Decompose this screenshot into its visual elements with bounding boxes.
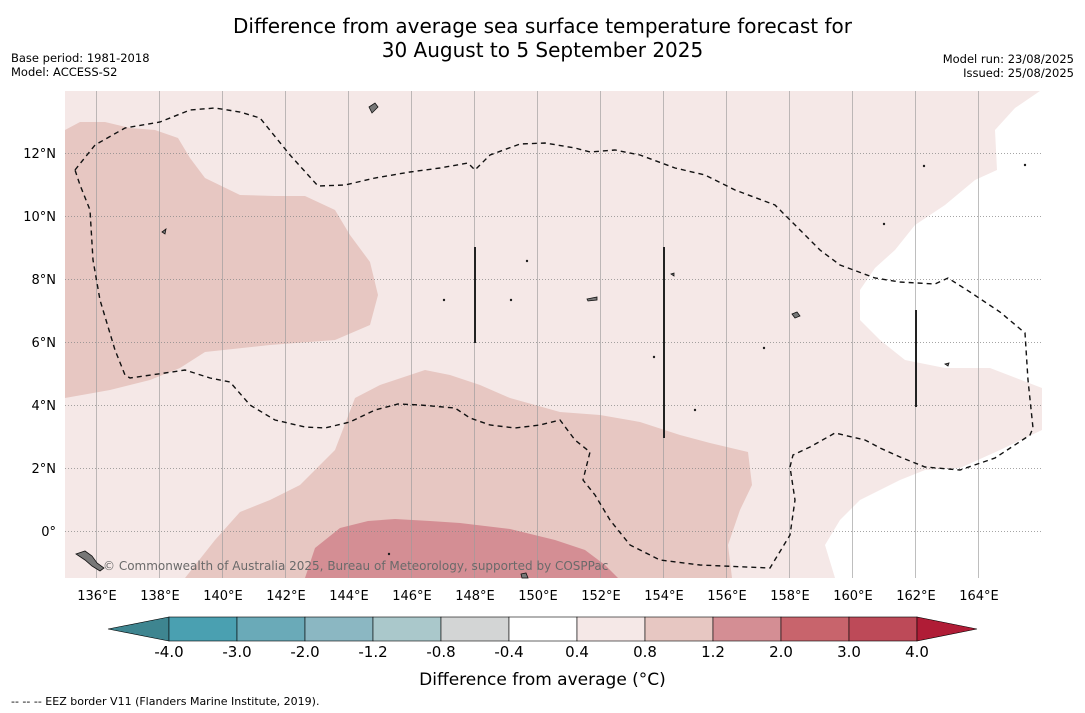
lon-label: 146°E	[392, 589, 432, 604]
boundary-lines	[474, 247, 917, 438]
lon-label: 160°E	[833, 589, 873, 604]
map-title: Difference from average sea surface temp…	[0, 14, 1085, 62]
lon-label: 156°E	[707, 589, 747, 604]
copyright-credit: © Commonwealth of Australia 2025, Bureau…	[103, 559, 608, 573]
colorbar-tick: -2.0	[290, 643, 320, 661]
colorbar-tick: 0.8	[633, 643, 657, 661]
lon-label: 154°E	[644, 589, 684, 604]
colorbar-tick: -3.0	[222, 643, 252, 661]
colorbar-swatch	[848, 616, 918, 642]
base-period: Base period: 1981-2018	[11, 51, 150, 65]
latitude-gridlines	[65, 153, 1042, 532]
model-name: Model: ACCESS-S2	[11, 65, 118, 79]
lat-label: 4°N	[32, 399, 57, 414]
lon-label: 162°E	[896, 589, 936, 604]
lon-label: 164°E	[959, 589, 999, 604]
lon-label: 158°E	[770, 589, 810, 604]
colorbar-swatch	[440, 616, 510, 642]
meta-right: Model run: 23/08/2025 Issued: 25/08/2025	[943, 52, 1074, 80]
colorbar	[107, 616, 978, 642]
title-line-1: Difference from average sea surface temp…	[232, 14, 852, 38]
colorbar-swatch	[168, 616, 238, 642]
lon-label: 138°E	[140, 589, 180, 604]
anomaly-band-neutral-east	[825, 91, 1042, 578]
lon-label: 142°E	[266, 589, 306, 604]
colorbar-tick: 0.4	[565, 643, 589, 661]
colorbar-tick: 3.0	[837, 643, 861, 661]
colorbar-swatch	[712, 616, 782, 642]
lat-label: 8°N	[32, 273, 57, 288]
colorbar-tick: 2.0	[769, 643, 793, 661]
lat-label: 0°	[41, 525, 56, 540]
meta-left: Base period: 1981-2018 Model: ACCESS-S2	[11, 51, 150, 79]
model-run: Model run: 23/08/2025	[942, 52, 1074, 66]
colorbar-swatch	[372, 616, 442, 642]
colorbar-extend-low	[107, 616, 170, 642]
colorbar-swatch	[236, 616, 306, 642]
latitude-labels: 12°N 10°N 8°N 6°N 4°N 2°N 0°	[23, 147, 56, 540]
lon-label: 136°E	[77, 589, 117, 604]
title-line-2: 30 August to 5 September 2025	[381, 38, 704, 62]
colorbar-extend-high	[916, 616, 978, 642]
anomaly-band-warm-west	[65, 122, 378, 398]
islands	[75, 102, 1027, 579]
eez-footnote: -- -- -- EEZ border V11 (Flanders Marine…	[11, 695, 320, 708]
anomaly-band-warm-south	[185, 370, 752, 578]
colorbar-label: Difference from average (°C)	[419, 670, 666, 690]
lat-label: 2°N	[32, 462, 57, 477]
colorbar-tick: -4.0	[154, 643, 184, 661]
lat-label: 10°N	[23, 210, 56, 225]
colorbar-swatch	[508, 616, 578, 642]
colorbar-swatch	[780, 616, 850, 642]
lon-label: 150°E	[518, 589, 558, 604]
colorbar-swatch	[644, 616, 714, 642]
lat-label: 6°N	[32, 336, 57, 351]
eez-border-palau-fsm-north	[74, 107, 1034, 569]
lon-label: 152°E	[581, 589, 621, 604]
colorbar-tick: 4.0	[905, 643, 929, 661]
map-plot-area	[65, 91, 1042, 578]
lat-label: 12°N	[23, 147, 56, 162]
lon-label: 140°E	[203, 589, 243, 604]
colorbar-swatch	[304, 616, 374, 642]
colorbar-swatch	[576, 616, 646, 642]
colorbar-tick: 1.2	[701, 643, 725, 661]
colorbar-tick-labels: -4.0 -3.0 -2.0 -1.2 -0.8 -0.4 0.4 0.8 1.…	[0, 643, 1085, 663]
eez-borders	[74, 107, 1034, 569]
issued-date: Issued: 25/08/2025	[963, 66, 1074, 80]
colorbar-tick: -1.2	[358, 643, 388, 661]
longitude-labels: 136°E 138°E 140°E 142°E 144°E 146°E 148°…	[77, 589, 999, 604]
lon-label: 148°E	[455, 589, 495, 604]
lon-label: 144°E	[329, 589, 369, 604]
colorbar-tick: -0.8	[426, 643, 456, 661]
anomaly-band-hot	[305, 519, 618, 578]
colorbar-tick: -0.4	[494, 643, 524, 661]
